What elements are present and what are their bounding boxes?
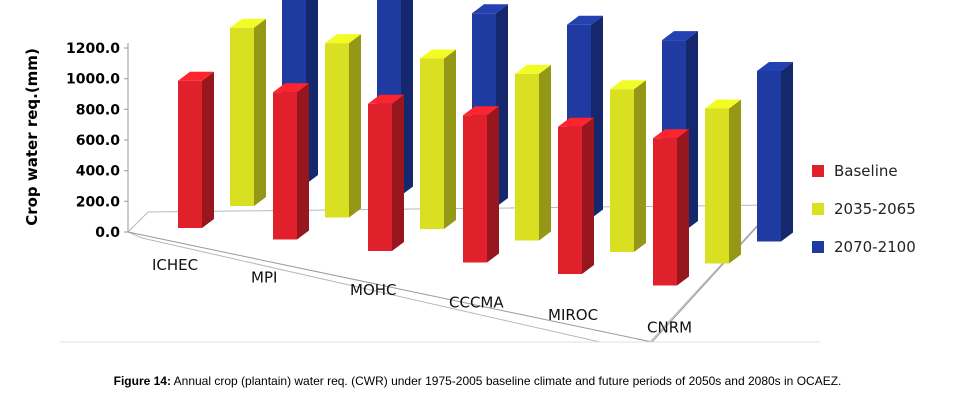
bar-side-face	[487, 106, 499, 263]
bar-top-face	[662, 31, 698, 41]
bar-front-face	[273, 92, 297, 240]
bar-front-face	[705, 108, 729, 264]
bar-front-face	[178, 80, 202, 228]
category-label-mohc: MOHC	[350, 281, 397, 299]
y-tick-label: 0.0	[95, 225, 120, 241]
bar-front-face	[558, 126, 582, 274]
bar-top-face	[705, 99, 741, 109]
legend-swatch-2070-2100	[812, 241, 824, 253]
legend: Baseline 2035-2065 2070-2100	[812, 152, 916, 266]
bar-baseline-mohc	[368, 94, 404, 251]
legend-item-2070-2100: 2070-2100	[812, 228, 916, 266]
legend-item-2035-2065: 2035-2065	[812, 190, 916, 228]
bar-side-face	[202, 71, 214, 228]
legend-swatch-2035-2065	[812, 203, 824, 215]
bar-2070-2100-cnrm	[757, 62, 793, 242]
bar-baseline-ichec	[178, 71, 214, 228]
bar-2035-2065-ichec	[230, 18, 266, 206]
y-tick-label: 200.0	[76, 194, 121, 210]
bar-top-face	[368, 94, 404, 104]
bar-top-face	[567, 15, 603, 25]
bar-side-face	[634, 80, 646, 252]
bar-front-face	[463, 115, 487, 263]
legend-label-2035-2065: 2035-2065	[834, 200, 916, 218]
bar-baseline-cccma	[463, 106, 499, 263]
bar-side-face	[729, 99, 741, 264]
bar-front-face	[515, 73, 539, 241]
bar-side-face	[297, 83, 309, 240]
bar-top-face	[230, 18, 266, 28]
y-tick-label: 800.0	[76, 102, 121, 118]
category-label-cnrm: CNRM	[647, 319, 692, 337]
bar-top-face	[515, 64, 551, 74]
figure-caption: Figure 14: Annual crop (plantain) water …	[0, 374, 955, 388]
legend-label-2070-2100: 2070-2100	[834, 238, 916, 256]
bar-top-face	[420, 49, 456, 59]
y-axis-ticks: 0.0 200.0 400.0 600.0 800.0 1000.0 1200.0	[66, 41, 128, 241]
chart-walls	[60, 43, 820, 343]
bar-side-face	[781, 62, 793, 242]
bar-top-face	[610, 80, 646, 90]
bar-baseline-mpi	[273, 83, 309, 240]
category-label-mpi: MPI	[251, 269, 277, 287]
bar-top-face	[558, 117, 594, 127]
caption-label: Figure 14:	[113, 374, 171, 388]
bar-top-face	[653, 129, 689, 139]
caption-text: Annual crop (plantain) water req. (CWR) …	[173, 374, 842, 388]
bar-top-face	[325, 34, 361, 44]
bar-baseline-miroc	[558, 117, 594, 274]
bar-top-face	[178, 71, 214, 81]
chart-bars	[178, 0, 793, 286]
bar-front-face	[325, 43, 349, 218]
y-tick-label: 1200.0	[66, 41, 120, 57]
bar-baseline-cnrm	[653, 129, 689, 286]
bar-front-face	[368, 103, 392, 251]
bar-side-face	[582, 117, 594, 274]
bar-front-face	[610, 89, 634, 252]
legend-item-baseline: Baseline	[812, 152, 916, 190]
depth-axis-line	[651, 205, 777, 343]
bar-side-face	[254, 18, 266, 206]
bar-side-face	[444, 49, 456, 229]
y-tick-label: 400.0	[76, 164, 121, 180]
category-label-cccma: CCCMA	[449, 294, 504, 312]
legend-label-baseline: Baseline	[834, 162, 898, 180]
bar-2035-2065-mpi	[325, 34, 361, 218]
bar-front-face	[653, 138, 677, 286]
bar-front-face	[230, 27, 254, 206]
x-axis-line	[127, 231, 653, 343]
y-axis-title: Crop water req.(mm)	[23, 48, 41, 226]
category-label-miroc: MIROC	[548, 306, 598, 324]
y-tick-label: 600.0	[76, 133, 121, 149]
bar-side-face	[392, 94, 404, 251]
bar-side-face	[349, 34, 361, 218]
y-tick-label: 1000.0	[66, 72, 120, 88]
bar-side-face	[677, 129, 689, 286]
category-labels: ICHEC MPI MOHC CCCMA MIROC CNRM	[152, 256, 692, 337]
bar-side-face	[539, 64, 551, 241]
bar-top-face	[757, 62, 793, 71]
legend-swatch-baseline	[812, 165, 824, 177]
bar-top-face	[472, 4, 508, 14]
bar-top-face	[463, 106, 499, 116]
bar-2035-2065-miroc	[610, 80, 646, 252]
bar-front-face	[420, 58, 444, 229]
bar-2035-2065-cnrm	[705, 99, 741, 264]
bar-front-face	[757, 71, 781, 242]
bar-2035-2065-cccma	[515, 64, 551, 241]
bar-top-face	[273, 83, 309, 93]
bar-2035-2065-mohc	[420, 49, 456, 229]
category-label-ichec: ICHEC	[152, 256, 198, 274]
